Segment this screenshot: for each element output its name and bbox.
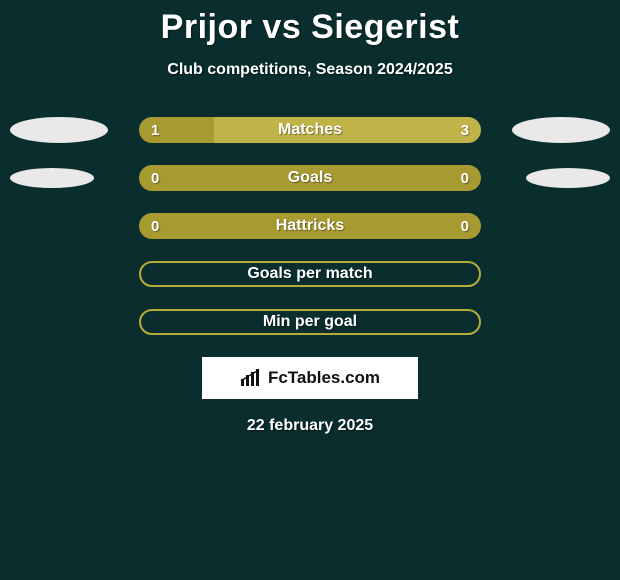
brand-badge: FcTables.com bbox=[202, 357, 418, 399]
player-badge-right bbox=[526, 168, 610, 188]
bars-icon bbox=[240, 369, 262, 387]
stat-label: Hattricks bbox=[139, 213, 481, 239]
stat-bar-goals: 00Goals bbox=[139, 165, 481, 191]
page-date: 22 february 2025 bbox=[0, 417, 620, 435]
stat-row-gpm: Goals per match bbox=[0, 261, 620, 287]
stat-bar-gpm: Goals per match bbox=[139, 261, 481, 287]
page-subtitle: Club competitions, Season 2024/2025 bbox=[0, 61, 620, 79]
stat-row-matches: 13Matches bbox=[0, 117, 620, 143]
player-badge-right bbox=[512, 117, 610, 143]
stat-bar-matches: 13Matches bbox=[139, 117, 481, 143]
stat-label: Matches bbox=[139, 117, 481, 143]
stats-panel: 13Matches 00Goals 00Hattricks Goals per mat… bbox=[0, 117, 620, 335]
stat-bar-hattricks: 00Hattricks bbox=[139, 213, 481, 239]
stat-row-hattricks: 00Hattricks bbox=[0, 213, 620, 239]
player-badge-left bbox=[10, 168, 94, 188]
page-title: Prijor vs Siegerist bbox=[0, 0, 620, 47]
stat-label: Min per goal bbox=[141, 311, 479, 333]
brand-text: FcTables.com bbox=[268, 368, 380, 388]
player-badge-left bbox=[10, 117, 108, 143]
stat-row-mpg: Min per goal bbox=[0, 309, 620, 335]
stat-label: Goals bbox=[139, 165, 481, 191]
stat-row-goals: 00Goals bbox=[0, 165, 620, 191]
stat-label: Goals per match bbox=[141, 263, 479, 285]
stat-bar-mpg: Min per goal bbox=[139, 309, 481, 335]
